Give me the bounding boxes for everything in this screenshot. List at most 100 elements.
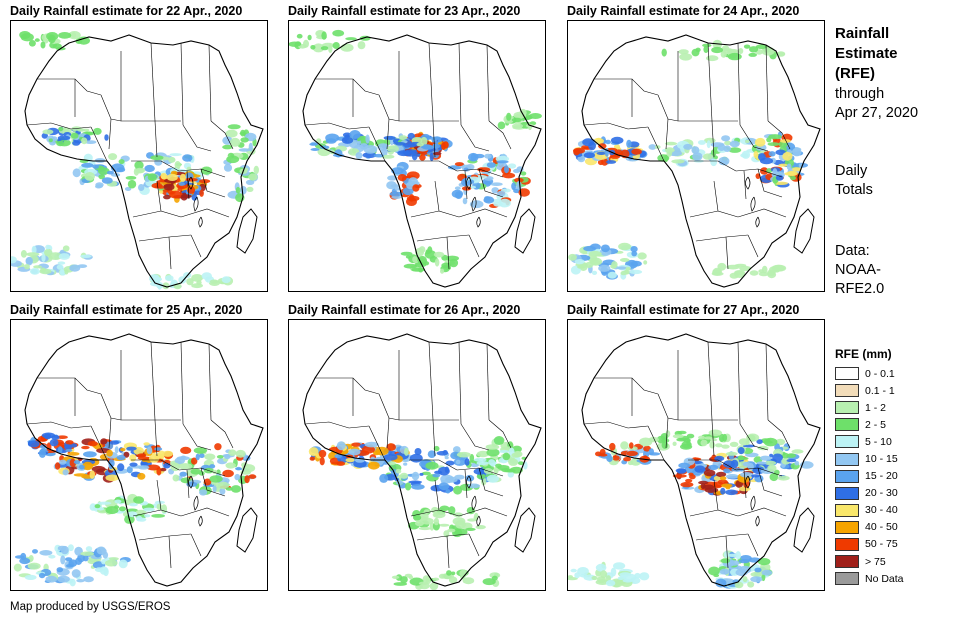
rain-cell — [767, 269, 776, 276]
rain-cell — [73, 473, 88, 477]
rain-cell — [60, 555, 66, 565]
country-border — [131, 459, 180, 471]
legend-swatch — [835, 486, 859, 500]
rain-cell — [427, 450, 436, 458]
rain-cell — [777, 475, 790, 481]
madagascar-coastline — [793, 208, 815, 254]
rain-cell — [391, 167, 404, 175]
rain-cell — [778, 163, 788, 167]
rain-cell — [40, 41, 46, 49]
rain-cell — [691, 146, 700, 154]
rain-cell — [433, 517, 440, 526]
rain-cell — [108, 463, 114, 470]
rain-cell — [56, 435, 68, 439]
legend-item: 20 - 30 — [835, 485, 955, 502]
rain-cell — [129, 454, 137, 462]
rain-cell — [704, 436, 713, 440]
rain-cell — [22, 34, 27, 39]
country-border — [739, 124, 769, 152]
country-border — [131, 160, 180, 172]
rain-cell — [630, 260, 642, 267]
rain-cell — [146, 464, 160, 471]
rain-cell — [62, 245, 70, 252]
rain-cell — [513, 188, 521, 194]
lake-outline — [198, 515, 203, 527]
rain-cell — [48, 138, 53, 143]
country-border — [767, 120, 791, 150]
rain-cell — [750, 576, 763, 583]
rain-cell — [319, 457, 325, 466]
rain-cell — [174, 457, 185, 465]
rain-cell — [702, 153, 713, 160]
rain-cell — [453, 512, 463, 518]
rain-cell — [443, 530, 450, 538]
legend-item: 30 - 40 — [835, 502, 955, 519]
country-border — [478, 467, 504, 497]
rain-cell — [591, 575, 598, 581]
rain-cell — [399, 472, 409, 479]
rain-cell — [455, 459, 461, 465]
rain-cell — [163, 183, 175, 191]
rain-cell — [71, 32, 77, 38]
rain-cell — [73, 460, 81, 465]
legend-rows: 0 - 0.1 0.1 - 1 1 - 2 2 - 5 5 - 10 10 - 15 15 … — [835, 365, 955, 587]
rain-cell — [483, 196, 495, 204]
country-border — [488, 419, 512, 449]
rain-cell — [31, 245, 37, 255]
rain-cell — [520, 171, 527, 176]
rain-cell — [445, 460, 455, 466]
rain-cell — [154, 447, 163, 451]
rain-cell — [149, 274, 160, 281]
rain-cell — [97, 507, 105, 511]
rain-cell — [708, 566, 720, 576]
rain-cell — [694, 465, 706, 473]
rain-cell — [713, 475, 721, 481]
rain-cell — [162, 282, 170, 290]
rain-cell — [406, 197, 417, 206]
rain-cell — [583, 152, 596, 159]
rain-cell — [617, 576, 625, 580]
rain-cell — [84, 131, 93, 135]
rain-cell — [49, 438, 59, 447]
country-border — [446, 236, 450, 270]
rain-cell — [341, 136, 354, 144]
rain-cell — [715, 443, 723, 448]
rain-cell — [219, 487, 226, 495]
country-border — [186, 170, 190, 200]
rain-cell — [627, 460, 634, 466]
rain-cell — [214, 443, 222, 451]
rain-cell — [32, 549, 38, 554]
rain-cell — [648, 144, 657, 150]
rain-cell — [345, 37, 357, 41]
rain-cell — [626, 139, 632, 148]
rain-cell — [163, 462, 171, 469]
rain-cell — [195, 453, 200, 461]
rain-cell — [11, 256, 17, 264]
rain-cell — [126, 508, 138, 513]
panel-title: Daily Rainfall estimate for 23 Apr., 202… — [288, 4, 521, 18]
rain-cell — [756, 461, 767, 465]
rain-cell — [76, 579, 85, 583]
rain-cell — [411, 484, 425, 490]
rain-cell — [146, 446, 153, 455]
country-border — [26, 421, 92, 429]
rain-cell — [678, 49, 689, 55]
rain-cell — [745, 139, 750, 144]
country-border — [765, 44, 769, 122]
rain-cell — [104, 499, 118, 508]
rain-cell — [606, 455, 613, 462]
country-border — [665, 417, 669, 449]
rain-cell — [158, 190, 164, 194]
rain-cell — [598, 143, 607, 149]
rain-cell — [64, 444, 72, 451]
rain-cell — [748, 52, 757, 57]
rain-cell — [111, 173, 121, 177]
country-border — [689, 210, 719, 218]
rain-cell — [27, 440, 40, 448]
rain-cell — [711, 46, 723, 54]
rain-cell — [708, 429, 722, 437]
rain-cell — [91, 465, 106, 473]
rain-cell — [40, 267, 46, 273]
country-border — [378, 393, 400, 421]
rain-cell — [482, 578, 496, 586]
